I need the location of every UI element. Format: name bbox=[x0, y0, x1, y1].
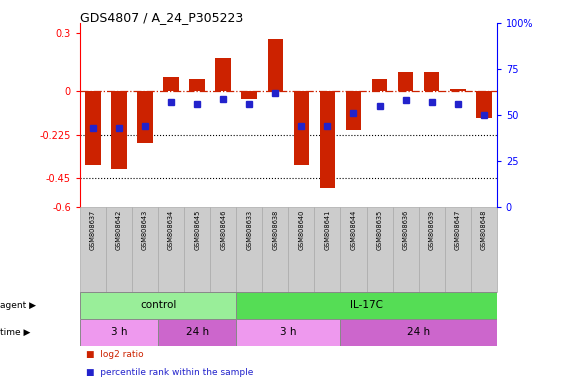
Bar bbox=[215, 58, 231, 91]
Bar bbox=[450, 89, 465, 91]
Bar bbox=[320, 91, 335, 188]
Text: GSM808635: GSM808635 bbox=[376, 210, 383, 250]
Text: GSM808633: GSM808633 bbox=[246, 210, 252, 250]
Bar bbox=[340, 207, 367, 292]
Text: GSM808641: GSM808641 bbox=[324, 210, 331, 250]
Text: agent ▶: agent ▶ bbox=[0, 301, 36, 310]
Bar bbox=[367, 207, 393, 292]
Bar bbox=[158, 319, 236, 346]
Text: GSM808638: GSM808638 bbox=[272, 210, 278, 250]
Bar bbox=[419, 207, 445, 292]
Bar bbox=[184, 207, 210, 292]
Text: GSM808640: GSM808640 bbox=[299, 210, 304, 250]
Text: GSM808642: GSM808642 bbox=[116, 210, 122, 250]
Text: 3 h: 3 h bbox=[111, 327, 127, 337]
Bar bbox=[158, 207, 184, 292]
Bar bbox=[80, 207, 106, 292]
Bar bbox=[132, 207, 158, 292]
Bar bbox=[242, 91, 257, 99]
Bar bbox=[236, 207, 262, 292]
Bar bbox=[267, 38, 283, 91]
Text: GSM808637: GSM808637 bbox=[90, 210, 96, 250]
Bar bbox=[471, 207, 497, 292]
Text: 24 h: 24 h bbox=[407, 327, 430, 337]
Bar bbox=[106, 207, 132, 292]
Text: ■  log2 ratio: ■ log2 ratio bbox=[86, 349, 143, 359]
Bar bbox=[137, 91, 153, 143]
Bar bbox=[393, 207, 419, 292]
Text: control: control bbox=[140, 300, 176, 310]
Text: IL-17C: IL-17C bbox=[350, 300, 383, 310]
Bar bbox=[424, 71, 440, 91]
Text: ■  percentile rank within the sample: ■ percentile rank within the sample bbox=[86, 368, 253, 377]
Text: GSM808648: GSM808648 bbox=[481, 210, 486, 250]
Bar bbox=[288, 207, 315, 292]
Bar bbox=[476, 91, 492, 118]
Text: 24 h: 24 h bbox=[186, 327, 209, 337]
Bar bbox=[236, 292, 497, 319]
Bar bbox=[345, 91, 361, 130]
Bar bbox=[163, 77, 179, 91]
Text: GDS4807 / A_24_P305223: GDS4807 / A_24_P305223 bbox=[80, 12, 243, 25]
Bar bbox=[293, 91, 309, 165]
Bar bbox=[210, 207, 236, 292]
Bar bbox=[262, 207, 288, 292]
Bar bbox=[372, 79, 387, 91]
Bar bbox=[340, 319, 497, 346]
Text: time ▶: time ▶ bbox=[0, 328, 30, 337]
Bar bbox=[80, 292, 236, 319]
Text: GSM808643: GSM808643 bbox=[142, 210, 148, 250]
Text: GSM808636: GSM808636 bbox=[403, 210, 409, 250]
Bar bbox=[111, 91, 127, 169]
Text: 3 h: 3 h bbox=[280, 327, 296, 337]
Text: GSM808646: GSM808646 bbox=[220, 210, 226, 250]
Bar bbox=[190, 79, 205, 91]
Bar bbox=[315, 207, 340, 292]
Text: GSM808634: GSM808634 bbox=[168, 210, 174, 250]
Bar bbox=[80, 319, 158, 346]
Text: GSM808639: GSM808639 bbox=[429, 210, 435, 250]
Text: GSM808647: GSM808647 bbox=[455, 210, 461, 250]
Bar bbox=[236, 319, 340, 346]
Text: GSM808644: GSM808644 bbox=[351, 210, 356, 250]
Bar bbox=[85, 91, 101, 165]
Bar bbox=[398, 71, 413, 91]
Bar bbox=[445, 207, 471, 292]
Text: GSM808645: GSM808645 bbox=[194, 210, 200, 250]
